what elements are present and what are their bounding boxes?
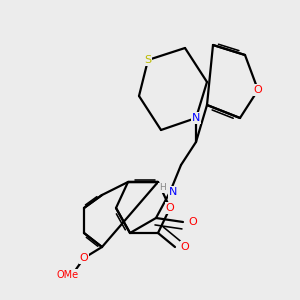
Text: O: O: [166, 203, 174, 213]
Text: O: O: [181, 242, 189, 252]
Text: N: N: [192, 113, 200, 123]
Text: OMe: OMe: [57, 270, 79, 280]
Text: O: O: [189, 217, 197, 227]
Text: S: S: [144, 55, 152, 65]
Text: H: H: [159, 184, 165, 193]
Text: N: N: [169, 187, 177, 197]
Text: O: O: [80, 253, 88, 263]
Text: O: O: [254, 85, 262, 95]
